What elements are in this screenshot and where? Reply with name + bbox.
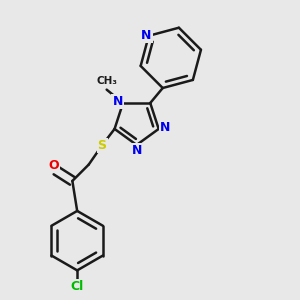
- Text: CH₃: CH₃: [96, 76, 117, 86]
- Text: N: N: [112, 95, 123, 108]
- Text: N: N: [160, 121, 170, 134]
- Text: O: O: [48, 159, 59, 172]
- Text: S: S: [98, 139, 106, 152]
- Text: N: N: [141, 29, 152, 42]
- Text: N: N: [131, 144, 142, 158]
- Text: Cl: Cl: [70, 280, 84, 293]
